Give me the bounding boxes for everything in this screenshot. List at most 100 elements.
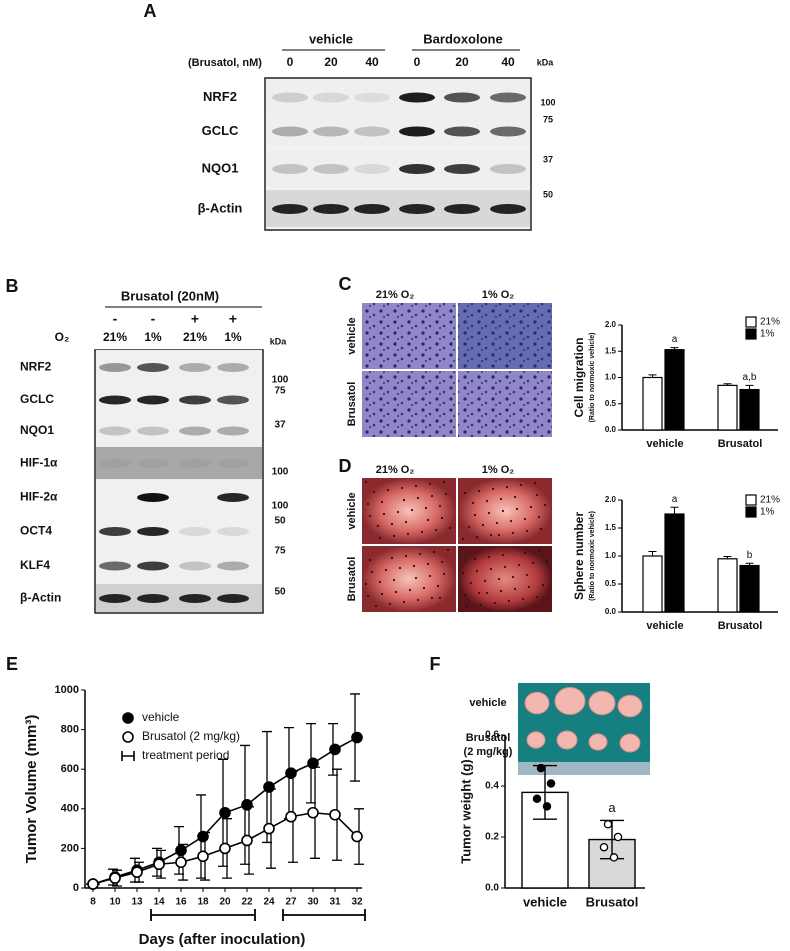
sphere-dot <box>386 488 390 492</box>
band <box>272 164 308 174</box>
point <box>307 757 319 770</box>
y-label: Tumor Volume (mm³) <box>23 715 40 864</box>
legend-label: 21% <box>760 495 780 506</box>
sphere-dot <box>533 481 537 485</box>
bar <box>664 349 685 431</box>
sphere-dot <box>499 497 503 501</box>
treatment: - <box>113 311 118 327</box>
significance: b <box>747 550 753 561</box>
row-label: HIF-1α <box>20 456 58 470</box>
x-tick-label: 30 <box>307 897 319 908</box>
kda-marker: 100 <box>540 97 555 107</box>
lane-label: 0 <box>287 55 294 69</box>
point <box>175 844 187 857</box>
photo-label: (2 mg/kg) <box>464 746 513 758</box>
sphere-dot <box>426 562 430 566</box>
sphere-dot <box>366 594 370 598</box>
bar <box>739 388 760 431</box>
point <box>536 763 546 773</box>
sphere-dot <box>467 525 471 529</box>
band <box>179 363 211 372</box>
sphere-dot <box>495 521 499 525</box>
point <box>87 878 99 890</box>
sphere-dot <box>414 576 418 580</box>
legend-label: 1% <box>760 507 775 518</box>
row-label: OCT4 <box>20 524 52 538</box>
column-label: 21% O₂ <box>376 464 415 476</box>
sphere-dot <box>426 518 430 522</box>
row-label: vehicle <box>346 317 358 354</box>
micrograph <box>458 371 552 437</box>
y-tick-label: 800 <box>61 724 79 736</box>
point <box>175 856 187 869</box>
sphere-dot <box>424 506 428 510</box>
column-label: 1% O₂ <box>482 464 515 476</box>
band <box>399 164 435 174</box>
band <box>313 164 349 174</box>
band <box>217 363 249 372</box>
y-tick-label: 0.0 <box>485 883 499 894</box>
band <box>179 594 211 603</box>
sphere-dot <box>374 604 378 608</box>
y-label-note: (Ratio to normoxic vehicle) <box>589 511 596 601</box>
sphere-dot <box>380 592 384 596</box>
band <box>217 493 249 502</box>
blot-row <box>96 415 262 446</box>
band <box>99 395 131 405</box>
sphere-dot <box>463 491 467 495</box>
error-bar <box>670 506 679 514</box>
band <box>217 395 249 405</box>
error-bar <box>745 384 754 390</box>
x-tick-label: 24 <box>263 897 275 908</box>
sphere-dot <box>442 572 446 576</box>
kda-marker: 75 <box>274 386 286 397</box>
band <box>444 204 480 214</box>
sphere-dot <box>489 533 493 537</box>
kda-marker: 75 <box>543 114 553 124</box>
y-tick-label: 2.0 <box>605 320 617 329</box>
sphere-dot <box>392 534 396 538</box>
x-tick-label: 27 <box>285 897 297 908</box>
hypoxia-tint <box>458 303 552 369</box>
band <box>137 527 169 536</box>
sphere-dot <box>487 555 491 559</box>
y-label: Sphere number <box>572 512 586 600</box>
kda-marker: 37 <box>274 420 286 431</box>
tumor <box>588 690 616 716</box>
sphere-dot <box>416 598 420 602</box>
sphere-dot <box>438 596 442 600</box>
y-tick-label: 0 <box>73 882 79 894</box>
sphere-dot <box>513 495 517 499</box>
sphere-dot <box>497 533 501 537</box>
sphere-dot <box>537 515 541 519</box>
band <box>490 204 526 214</box>
blot-row <box>96 447 262 479</box>
sphere-dot <box>525 529 529 533</box>
blot-title: Brusatol (20nM) <box>121 288 219 303</box>
point <box>285 767 297 779</box>
band <box>179 561 211 571</box>
kda-marker: 100 <box>272 467 289 478</box>
sphere-dot <box>398 566 402 570</box>
sphere-dot <box>402 498 406 502</box>
sphere-dot <box>404 554 408 558</box>
x-tick-label: Brusatol <box>718 438 763 450</box>
y-tick-label: 0.0 <box>605 425 617 434</box>
band <box>313 204 349 214</box>
x-tick-label: 31 <box>329 897 341 908</box>
sphere-dot <box>475 569 479 573</box>
kda-label: kDa <box>270 336 288 346</box>
row-label: NQO1 <box>20 423 54 437</box>
sphere-dot <box>465 605 469 609</box>
sphere-dot <box>543 503 547 507</box>
sphere-dot <box>388 602 392 606</box>
band <box>490 126 526 137</box>
row-label: HIF-2α <box>20 490 58 504</box>
band <box>272 126 308 137</box>
tumor <box>617 694 643 718</box>
y-tick-label: 1000 <box>55 684 79 696</box>
band <box>444 92 480 103</box>
band <box>179 527 211 536</box>
y-tick-label: 1.0 <box>605 373 617 382</box>
sphere-dot <box>511 575 515 579</box>
